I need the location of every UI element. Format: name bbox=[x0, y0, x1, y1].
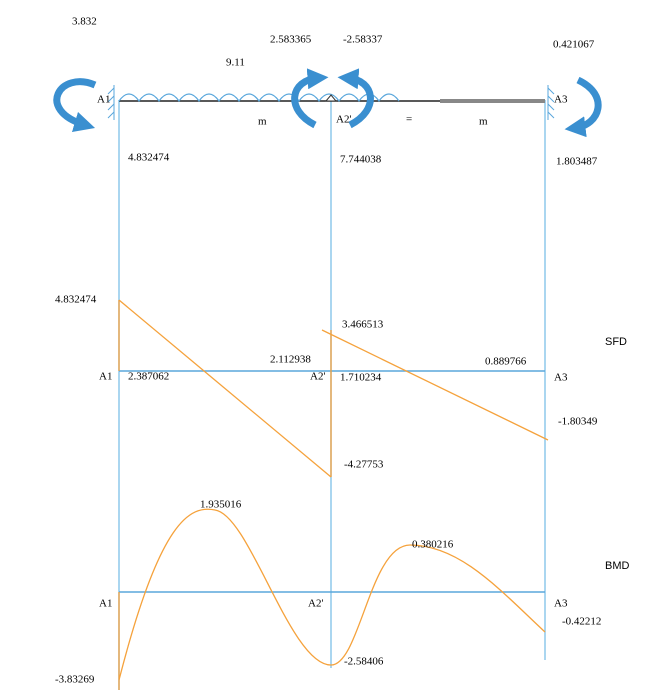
moment-label: 0.421067 bbox=[553, 39, 595, 51]
span-label: m bbox=[258, 116, 267, 128]
bmd-label: -3.83269 bbox=[55, 674, 95, 686]
support-label: A1 bbox=[97, 94, 110, 106]
moment-arrows bbox=[53, 68, 602, 138]
support-label: A1 bbox=[99, 371, 112, 383]
sfd-label: 2.112938 bbox=[270, 354, 311, 366]
bmd-curve bbox=[118, 508, 546, 690]
sfd-label: 1.710234 bbox=[340, 372, 382, 384]
moment-label: 2.583365 bbox=[270, 34, 312, 46]
support-label: A2' bbox=[308, 598, 323, 610]
distributed-load bbox=[118, 93, 400, 103]
sfd-curve bbox=[118, 299, 549, 478]
bmd-label: 1.935016 bbox=[200, 499, 242, 511]
bmd-label: -0.42212 bbox=[562, 616, 601, 628]
guide-lines bbox=[118, 100, 546, 690]
sfd-label: -1.80349 bbox=[558, 416, 598, 428]
sfd-label: 0.889766 bbox=[485, 356, 527, 368]
support-label: A1 bbox=[99, 598, 112, 610]
reaction-label: 1.803487 bbox=[556, 156, 598, 168]
sfd-label: -4.27753 bbox=[344, 459, 384, 471]
support-label: A2' bbox=[336, 114, 351, 126]
bmd-label: 0.380216 bbox=[412, 539, 454, 551]
sfd-title: SFD bbox=[605, 336, 627, 348]
load-label: 9.11 bbox=[226, 57, 245, 69]
reaction-label: 7.744038 bbox=[340, 154, 382, 166]
sfd-label: 2.387062 bbox=[128, 371, 169, 383]
support-label: A3 bbox=[554, 94, 568, 106]
span-label: = bbox=[406, 114, 412, 126]
support-label: A3 bbox=[554, 598, 568, 610]
moment-label: 3.832 bbox=[72, 16, 97, 28]
bmd-title: BMD bbox=[605, 560, 630, 572]
bmd-label: -2.58406 bbox=[344, 656, 384, 668]
moment-label: -2.58337 bbox=[343, 34, 383, 46]
sfd-label: 3.466513 bbox=[342, 319, 384, 331]
support-label: A2' bbox=[310, 371, 325, 383]
support-label: A3 bbox=[554, 372, 568, 384]
sfd-label: 4.832474 bbox=[55, 294, 97, 306]
span-label: m bbox=[479, 116, 488, 128]
supports bbox=[107, 85, 555, 120]
reaction-label: 4.832474 bbox=[128, 152, 170, 164]
